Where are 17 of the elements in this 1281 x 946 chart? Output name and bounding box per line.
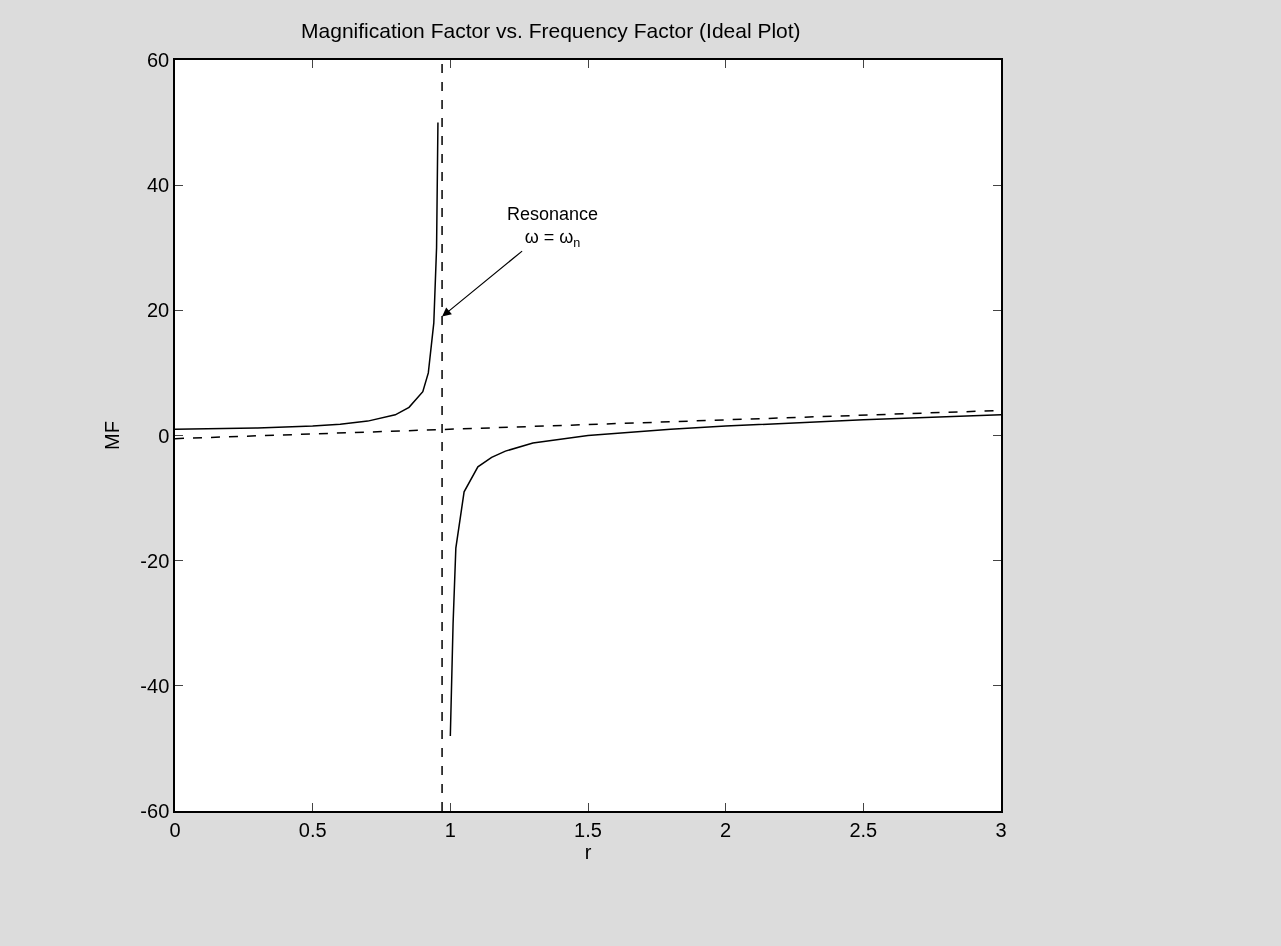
annotation: Resonance ω = ω$_{n}$ (507, 204, 599, 251)
x-tick-label: 1.5 (574, 818, 602, 841)
y-tick-label: 20 (147, 299, 170, 322)
y-tick-label: -40 (140, 674, 170, 697)
y-tick-label: -60 (140, 800, 170, 822)
y-axis-title: MF (101, 421, 124, 450)
y-tick-label: 40 (147, 174, 170, 197)
y-tick-label: -20 (140, 549, 170, 572)
y-tick-label: 60 (147, 49, 170, 71)
x-tick-label: 2.5 (849, 818, 878, 841)
x-tick-label: 0.5 (298, 818, 327, 841)
y-tick-label: 0 (158, 424, 170, 447)
x-tick-label: 1 (444, 818, 456, 841)
x-tick-label: 3 (995, 818, 1007, 841)
x-axis-title: r (584, 840, 592, 863)
chart-title: Magnification Factor vs. Frequency Factor (Ideal Plot) (301, 19, 801, 43)
x-tick-label: 2 (720, 818, 732, 841)
